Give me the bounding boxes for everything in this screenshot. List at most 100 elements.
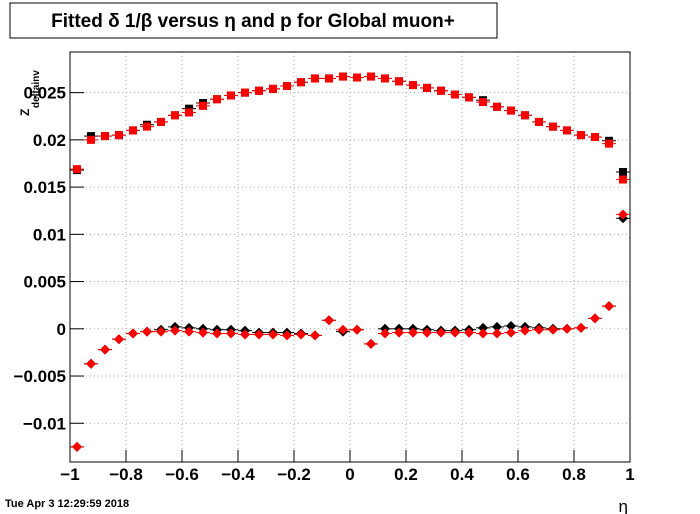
x-tick-label: 0.4 (450, 465, 474, 484)
y-tick-label: −0.005 (14, 367, 66, 386)
marker (227, 91, 235, 100)
x-tick-label: 0 (345, 465, 354, 484)
marker (381, 74, 389, 83)
marker (185, 108, 193, 117)
marker (339, 72, 347, 81)
marker (619, 175, 627, 184)
marker (338, 324, 348, 335)
marker (311, 74, 319, 83)
y-tick-label: −0.01 (23, 414, 66, 433)
x-tick-label: 0.6 (506, 465, 530, 484)
marker (493, 102, 501, 111)
x-tick-label: −0.2 (277, 465, 311, 484)
marker (478, 328, 488, 339)
marker (619, 167, 627, 176)
marker (86, 358, 96, 369)
marker (128, 328, 138, 339)
marker (325, 74, 333, 83)
marker (408, 327, 418, 338)
marker (549, 122, 557, 131)
marker (240, 329, 250, 340)
marker (142, 326, 152, 337)
marker (212, 328, 222, 339)
marker (479, 98, 487, 107)
marker (296, 329, 306, 340)
marker (255, 86, 263, 95)
marker (605, 139, 613, 148)
frame (69, 51, 631, 463)
y-label: Z (18, 109, 32, 116)
marker (562, 323, 572, 334)
marker (437, 86, 445, 95)
marker (87, 135, 95, 144)
marker (73, 165, 81, 174)
marker (450, 327, 460, 338)
marker (114, 334, 124, 345)
marker (535, 117, 543, 126)
marker (506, 320, 516, 331)
marker (269, 84, 277, 93)
marker (563, 126, 571, 135)
marker (521, 111, 529, 120)
marker (492, 328, 502, 339)
marker (352, 324, 362, 335)
marker (380, 328, 390, 339)
marker (282, 330, 292, 341)
marker (157, 117, 165, 126)
plot-area: −1 −0.8 −0.6 −0.4 −0.2 0 0.2 0.4 0.6 0.8 1 −0.01 −0.… (14, 52, 635, 484)
marker (576, 322, 586, 333)
marker (198, 327, 208, 338)
marker (464, 327, 474, 338)
marker (170, 325, 180, 336)
marker (451, 90, 459, 99)
x-label: η (619, 497, 628, 514)
marker (101, 132, 109, 141)
marker (129, 126, 137, 135)
marker (310, 330, 320, 341)
y-tick-label: 0 (57, 320, 66, 339)
marker (506, 327, 516, 338)
marker (72, 441, 82, 452)
marker (254, 329, 264, 340)
marker (283, 82, 291, 91)
y-tick-label: 0.01 (33, 225, 66, 244)
marker (590, 313, 600, 324)
y-tick-label: 0.02 (33, 131, 66, 150)
marker (422, 327, 432, 338)
timestamp: Tue Apr 3 12:29:59 2018 (5, 498, 129, 510)
marker (241, 88, 249, 97)
marker (115, 131, 123, 140)
x-tick-label: −0.6 (165, 465, 199, 484)
marker (507, 106, 515, 115)
marker (409, 81, 417, 90)
y-tick-label: 0.025 (23, 84, 66, 103)
marker (534, 324, 544, 335)
x-tick-label: 1 (625, 465, 634, 484)
marker (184, 326, 194, 337)
marker (268, 329, 278, 340)
marker (604, 301, 614, 312)
marker (324, 315, 334, 326)
marker (548, 324, 558, 335)
chart-title: Fitted δ 1/β versus η and p for Global m… (51, 11, 455, 32)
marker (423, 83, 431, 92)
marker (591, 133, 599, 142)
marker (226, 328, 236, 339)
marker (199, 101, 207, 110)
marker (436, 327, 446, 338)
y-label-sub: deltainv (31, 70, 42, 108)
marker (577, 131, 585, 140)
x-tick-label: 0.8 (562, 465, 586, 484)
x-tick-label: 0.2 (394, 465, 418, 484)
title-box (9, 2, 498, 39)
marker (171, 111, 179, 120)
marker (213, 95, 221, 104)
marker (618, 209, 628, 220)
marker (465, 93, 473, 102)
marker (297, 78, 305, 87)
marker (353, 73, 361, 82)
x-tick-label: −0.8 (109, 465, 143, 484)
marker (492, 321, 502, 332)
marker (366, 338, 376, 349)
